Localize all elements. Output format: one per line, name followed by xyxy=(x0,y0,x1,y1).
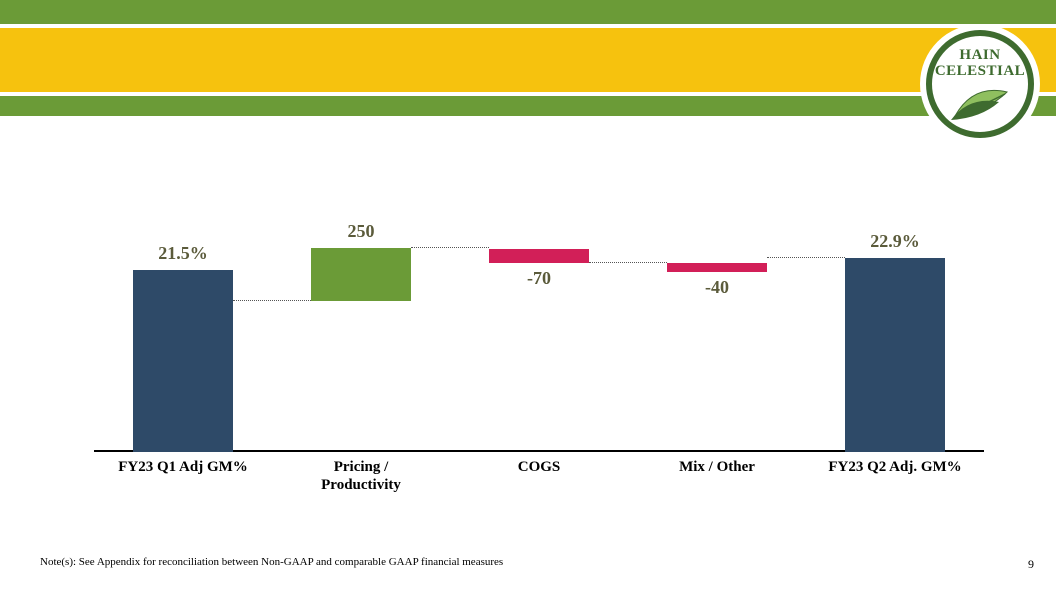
brand-logo-line2: CELESTIAL xyxy=(935,63,1025,79)
brand-logo: HAIN CELESTIAL xyxy=(920,24,1040,144)
page-number: 9 xyxy=(1028,557,1034,572)
waterfall-bar xyxy=(489,249,589,264)
waterfall-value-label: 21.5% xyxy=(94,243,272,264)
waterfall-chart: 21.5%FY23 Q1 Adj GM%250Pricing /Producti… xyxy=(94,240,984,500)
waterfall-category-label: Pricing /Productivity xyxy=(276,458,446,500)
waterfall-category-label: FY23 Q1 Adj GM% xyxy=(98,458,268,500)
waterfall-category-label: FY23 Q2 Adj. GM% xyxy=(810,458,980,500)
brand-logo-ring: HAIN CELESTIAL xyxy=(926,30,1034,138)
leaf-icon xyxy=(945,82,1015,124)
waterfall-value-label: 22.9% xyxy=(806,231,984,252)
footnote-text: Note(s): See Appendix for reconciliation… xyxy=(40,556,503,568)
waterfall-bar xyxy=(311,248,411,301)
waterfall-value-label: -70 xyxy=(450,268,628,289)
waterfall-value-label: 250 xyxy=(272,221,450,242)
brand-logo-line1: HAIN xyxy=(959,47,1000,63)
brand-logo-text: HAIN CELESTIAL xyxy=(935,48,1025,80)
waterfall-bar xyxy=(133,270,233,452)
waterfall-value-label: -40 xyxy=(628,277,806,298)
waterfall-connector xyxy=(233,300,311,301)
waterfall-bar xyxy=(667,263,767,271)
waterfall-connector xyxy=(411,247,489,248)
waterfall-category-label: COGS xyxy=(454,458,624,500)
header-stripe-yellow xyxy=(0,28,1056,92)
waterfall-category-label: Mix / Other xyxy=(632,458,802,500)
waterfall-connector xyxy=(767,257,845,258)
waterfall-connector xyxy=(589,262,667,263)
header-stripe-top xyxy=(0,0,1056,24)
waterfall-bar xyxy=(845,258,945,452)
header-stripe-bottom xyxy=(0,96,1056,116)
